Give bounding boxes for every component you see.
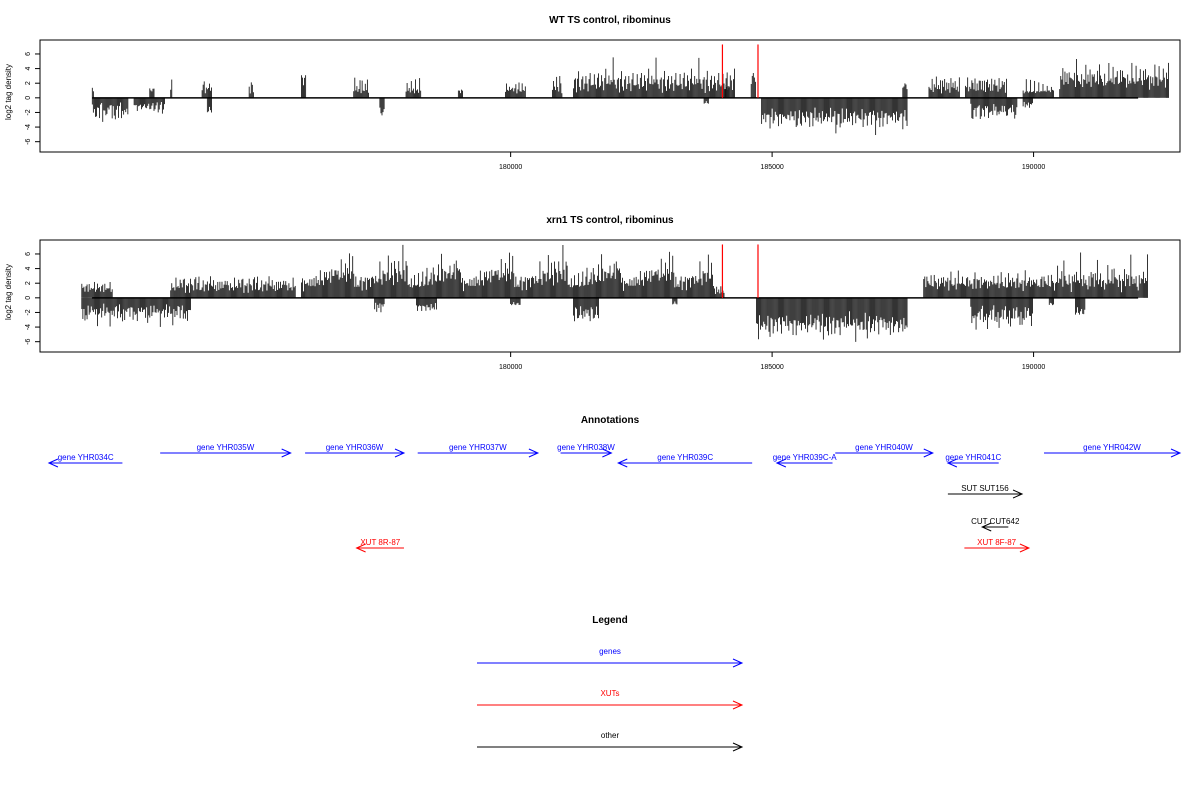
feature-label: gene YHR036W bbox=[326, 443, 384, 452]
feature-label: gene YHR037W bbox=[449, 443, 507, 452]
y-tick-label: 4 bbox=[25, 267, 32, 271]
y-tick-label: -2 bbox=[25, 109, 32, 115]
panel-xrn1-title: xrn1 TS control, ribominus bbox=[546, 215, 674, 226]
panel-wt-frame bbox=[39, 39, 1181, 153]
y-tick-label: 0 bbox=[25, 296, 32, 300]
feature-label: gene YHR035W bbox=[197, 443, 255, 452]
feature-label: gene YHR042W bbox=[1083, 443, 1141, 452]
x-tick-label: 185000 bbox=[760, 364, 783, 371]
y-tick-label: -4 bbox=[25, 324, 32, 330]
x-tick-label: 180000 bbox=[499, 364, 522, 371]
feature-arrow bbox=[305, 448, 406, 458]
panel-wt-ylabel: log2 tag density bbox=[4, 64, 13, 120]
x-tick-label: 185000 bbox=[760, 164, 783, 171]
feature-arrow bbox=[355, 543, 404, 553]
feature-arrow bbox=[980, 522, 1009, 532]
y-tick-label: -2 bbox=[25, 309, 32, 315]
y-tick-label: -6 bbox=[25, 338, 32, 344]
y-tick-label: 0 bbox=[25, 96, 32, 100]
legend-label: other bbox=[601, 731, 620, 740]
feature-arrow bbox=[1044, 448, 1182, 458]
panel-xrn1: xrn1 TS control, ribominus log2 tag dens… bbox=[4, 215, 1181, 371]
feature-arrow bbox=[964, 543, 1031, 553]
feature-arrow bbox=[775, 458, 833, 468]
legend-panel: Legend genes XUTs other bbox=[477, 615, 744, 752]
feature-label: gene YHR039C bbox=[657, 453, 713, 462]
legend-title: Legend bbox=[592, 615, 628, 626]
feature-arrow bbox=[947, 489, 1024, 499]
feature-label: gene YHR040W bbox=[855, 443, 913, 452]
feature-arrow bbox=[47, 458, 123, 468]
x-tick-label: 190000 bbox=[1022, 364, 1045, 371]
annotation-features: gene YHR034C gene YHR035W gene YHR036W gene… bbox=[47, 443, 1182, 553]
feature-label: gene YHR038W bbox=[557, 443, 615, 452]
y-tick-label: -6 bbox=[25, 138, 32, 144]
x-tick-label: 180000 bbox=[499, 164, 522, 171]
feature-label: gene YHR039C-A bbox=[773, 453, 838, 462]
feature-arrow bbox=[617, 458, 753, 468]
feature-label: XUT 8F-87 bbox=[977, 538, 1017, 547]
x-tick-label: 190000 bbox=[1022, 164, 1045, 171]
feature-label: gene YHR034C bbox=[58, 453, 114, 462]
y-tick-label: -4 bbox=[25, 124, 32, 130]
feature-arrow bbox=[946, 458, 999, 468]
panel-wt-title: WT TS control, ribominus bbox=[549, 15, 671, 26]
panel-xrn1-plot: -6 -4 -2 0 2 4 6 180000 185000 190000 bbox=[25, 244, 1148, 371]
y-tick-label: 6 bbox=[25, 52, 32, 56]
legend-label: XUTs bbox=[600, 689, 619, 698]
panel-wt-plot: -6 -4 -2 0 2 4 6 180000 185000 190000 bbox=[25, 44, 1169, 171]
feature-arrow bbox=[417, 448, 540, 458]
feature-arrow bbox=[160, 448, 292, 458]
panel-xrn1-ylabel: log2 tag density bbox=[4, 264, 13, 320]
feature-label: XUT 8R-87 bbox=[360, 538, 400, 547]
y-tick-label: 2 bbox=[25, 281, 32, 285]
panel-wt: WT TS control, ribominus log2 tag densit… bbox=[4, 15, 1181, 171]
y-tick-label: 4 bbox=[25, 67, 32, 71]
feature-label: SUT SUT156 bbox=[961, 484, 1009, 493]
y-tick-label: 2 bbox=[25, 81, 32, 85]
legend-arrow bbox=[477, 700, 744, 710]
feature-label: gene YHR041C bbox=[945, 453, 1001, 462]
panel-xrn1-frame bbox=[39, 239, 1181, 353]
legend-arrow bbox=[477, 742, 744, 752]
legend-items: genes XUTs other bbox=[477, 647, 744, 752]
annotations-title: Annotations bbox=[581, 415, 640, 426]
feature-arrow bbox=[560, 448, 613, 458]
feature-label: CUT CUT642 bbox=[971, 517, 1020, 526]
legend-label: genes bbox=[599, 647, 621, 656]
legend-arrow bbox=[477, 658, 744, 668]
y-tick-label: 6 bbox=[25, 252, 32, 256]
feature-arrow bbox=[835, 448, 935, 458]
